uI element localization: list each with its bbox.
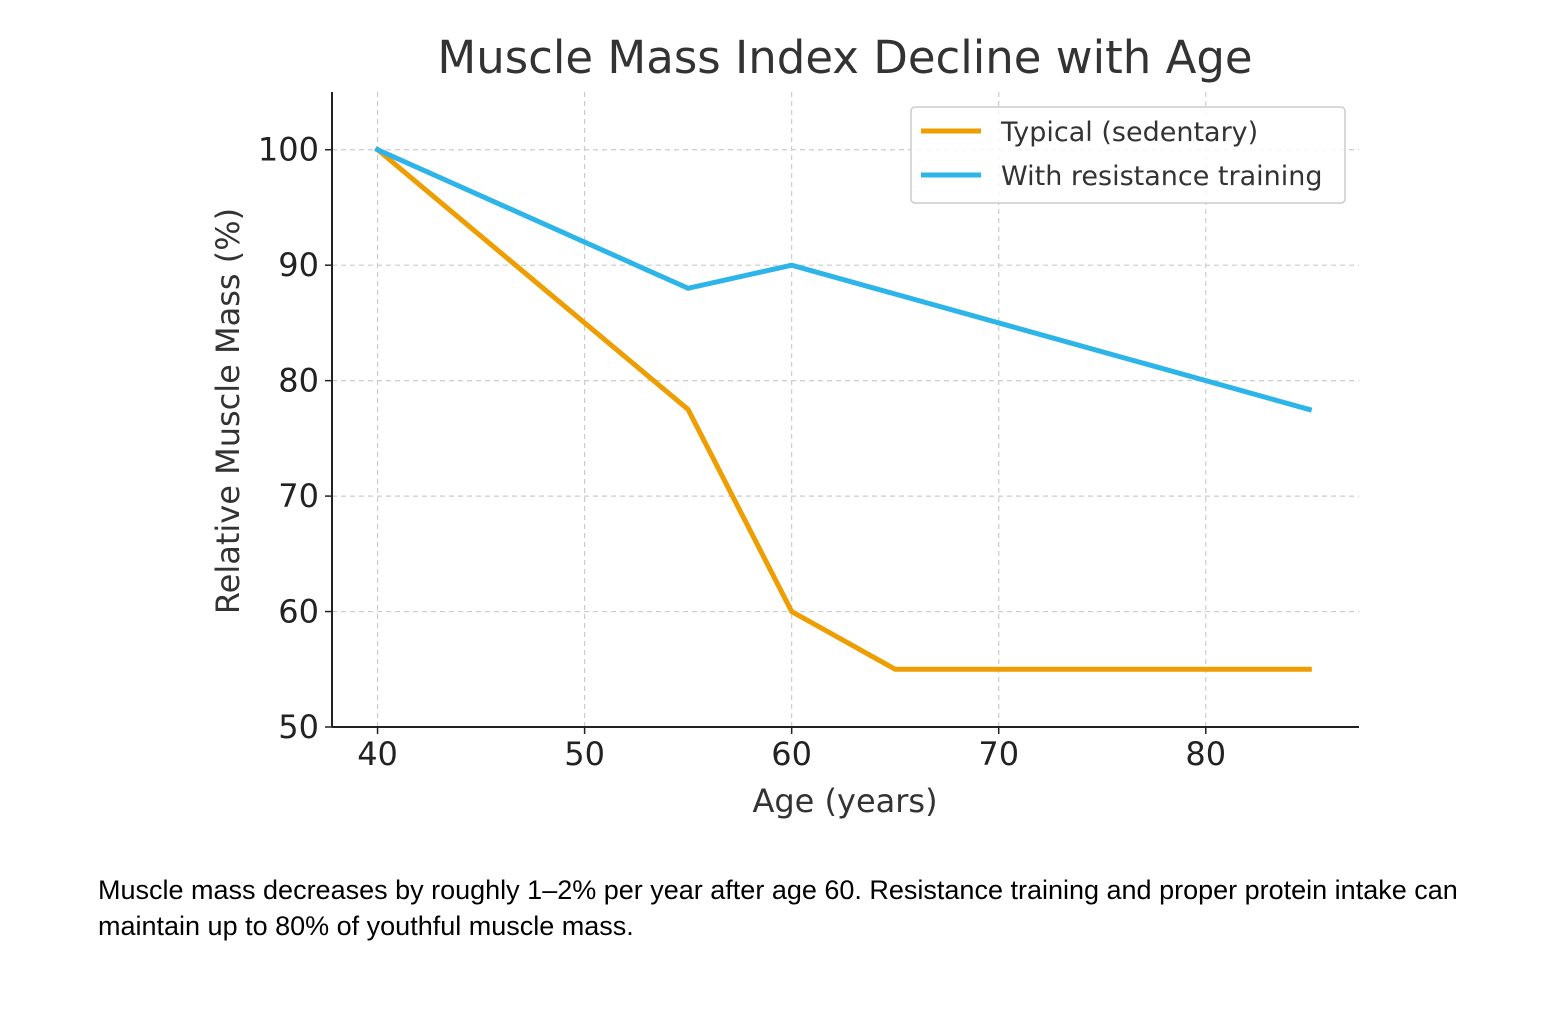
- y-tick-label: 90: [278, 246, 319, 284]
- x-tick-label: 80: [1185, 735, 1226, 773]
- tick-labels: 40 50 60 70 80 50 60 70 80 90 100: [258, 131, 1226, 773]
- x-tick-label: 60: [771, 735, 812, 773]
- legend-box: [910, 106, 1346, 204]
- series-lines: [374, 146, 1313, 672]
- y-tick-label: 60: [278, 593, 319, 631]
- series-line-0: [374, 146, 1312, 672]
- x-tick-label: 40: [357, 735, 398, 773]
- legend: Typical (sedentary) With resistance trai…: [910, 106, 1346, 204]
- x-tick-label: 50: [564, 735, 605, 773]
- chart-title: Muscle Mass Index Decline with Age: [437, 31, 1252, 84]
- axes: [331, 92, 1359, 728]
- y-tick-label: 50: [278, 708, 319, 746]
- series-line-1: [374, 146, 1313, 413]
- line-chart: Muscle Mass Index Decline with Age 40 50 6…: [209, 31, 1359, 820]
- x-axis-label: Age (years): [752, 782, 937, 820]
- y-tick-label: 70: [278, 477, 319, 515]
- chart-caption: Muscle mass decreases by roughly 1–2% pe…: [98, 875, 1458, 941]
- y-tick-label: 80: [278, 362, 319, 400]
- grid-lines: [332, 92, 1359, 727]
- y-tick-label: 100: [258, 131, 319, 169]
- legend-label-typical: Typical (sedentary): [1000, 117, 1258, 148]
- x-tick-label: 70: [978, 735, 1019, 773]
- y-axis-label: Relative Muscle Mass (%): [209, 208, 247, 614]
- legend-label-training: With resistance training: [1001, 161, 1323, 192]
